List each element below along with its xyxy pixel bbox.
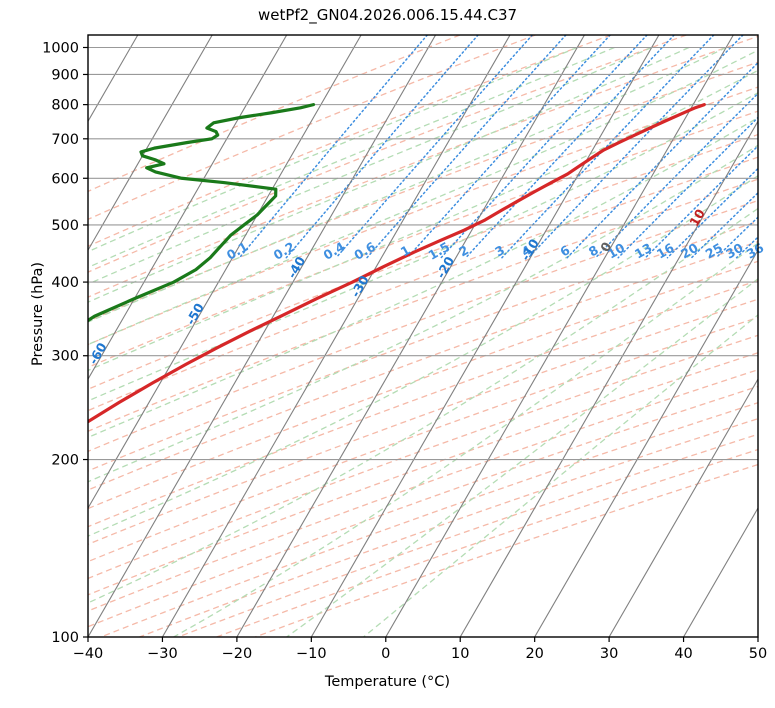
ytick-label-600: 600 [51,171,79,187]
xtick-label-30: 30 [600,646,618,662]
dry-adiabat-100 [88,260,758,510]
dry-adiabat-10 [88,61,758,323]
pressure-gridlines [88,46,758,637]
isotherm-20 [534,249,758,637]
x-axis-label: Temperature (°C) [324,674,451,690]
mixing-ratio-line-0.2 [285,35,479,259]
mixing-ratio-line-6 [566,61,758,259]
ytick-label-200: 200 [51,453,79,469]
moist-adiabat-40 [173,242,758,637]
mixing-ratio-line-10 [617,116,758,259]
xtick-label-20: 20 [525,646,543,662]
mixing-ratio-line-3 [501,35,715,259]
dry-adiabat-0 [88,35,758,298]
dewpoint-trace [88,103,316,323]
moist-adiabat-30 [88,174,758,537]
isotherm--70 [88,35,213,252]
svg-text:-70: -70 [0,392,6,419]
dry-adiabat-80 [88,220,758,472]
page-title: wetPf2_GN04.2026.006.15.44.C37 [257,6,518,24]
xtick-label--40: −40 [73,646,104,662]
temperature-trace [88,103,706,424]
isotherm--40 [88,35,437,637]
isotherm-label-neg70: -70 [0,392,6,419]
mixing-ratio-lines [238,35,758,259]
dry-adiabat-20 [88,86,758,346]
xtick-label--10: −10 [296,646,327,662]
mixing-ratio-line-0.1 [238,35,429,259]
dry-adiabat-150 [88,352,758,596]
mixing-ratio-line-0.4 [335,35,534,259]
moist-adiabat--5 [88,46,690,303]
dry-adiabat-130 [88,316,758,563]
dry-adiabat-60 [88,178,758,432]
y-axis-label: Pressure (hPa) [30,262,46,367]
dry-adiabat-110 [88,279,758,528]
moist-adiabat--10 [88,46,652,285]
sounding-traces [88,103,706,424]
isotherm-40 [683,506,758,637]
mixing-ratio-line-16 [666,167,758,259]
xtick-label-10: 10 [451,646,469,662]
moist-adiabat-25 [88,144,758,483]
ytick-label-500: 500 [51,218,79,234]
isotherm-50 [757,635,758,637]
mixing-ratio-line-1.5 [440,35,648,259]
dry-adiabat--20 [88,35,612,247]
xtick-label-50: 50 [749,646,767,662]
moist-adiabat-0 [88,46,727,323]
ytick-label-400: 400 [51,275,79,291]
dry-adiabat--10 [88,35,687,273]
ytick-label-1000: 1000 [42,40,79,56]
moist-adiabat-5 [88,49,758,346]
ytick-label-100: 100 [51,630,79,646]
isotherm--30 [161,35,511,637]
ytick-label-300: 300 [51,349,79,365]
mixing-ratio-line-36 [756,255,758,259]
moist-adiabat-20 [88,116,758,439]
ytick-label-800: 800 [51,98,79,114]
moist-adiabat-50 [363,314,758,637]
ytick-label-700: 700 [51,132,79,148]
dry-adiabat--40 [88,35,461,193]
moist-adiabat--15 [88,46,615,269]
xtick-label-40: 40 [674,646,692,662]
xtick-label--20: −20 [222,646,253,662]
dry-adiabat-50 [88,156,758,412]
dry-adiabat--30 [88,35,536,221]
mixing-ratio-line-1 [406,35,611,259]
xtick-label--30: −30 [147,646,178,662]
moist-adiabat-45 [286,277,758,637]
isotherm-30 [608,378,758,637]
dry-adiabat-160 [88,369,758,612]
mixing-ratio-line-8 [594,92,758,259]
temperature-axis-ticks: −40 −30 −20 −10 0 10 20 30 40 50 [73,637,767,662]
isotherm-0 [385,35,734,637]
xtick-label-0: 0 [381,646,390,662]
pressure-axis-ticks: 100 200 300 400 500 600 700 800 900 1000 [42,40,88,646]
isotherm-10 [459,120,758,637]
isotherm--60 [88,35,288,381]
mixing-ratio-line-4 [527,35,744,259]
mixing-ratio-line-13 [644,144,758,259]
ytick-label-900: 900 [51,67,79,83]
isotherm--50 [88,35,362,510]
mixing-ratio-line-0.6 [366,35,567,259]
mixing-ratio-line-2 [465,35,675,259]
plot-border [87,34,759,638]
isotherm-lines [88,35,758,637]
isotherm--20 [236,35,585,637]
isotherm--10 [310,35,660,637]
moist-adiabat-35 [88,207,758,604]
